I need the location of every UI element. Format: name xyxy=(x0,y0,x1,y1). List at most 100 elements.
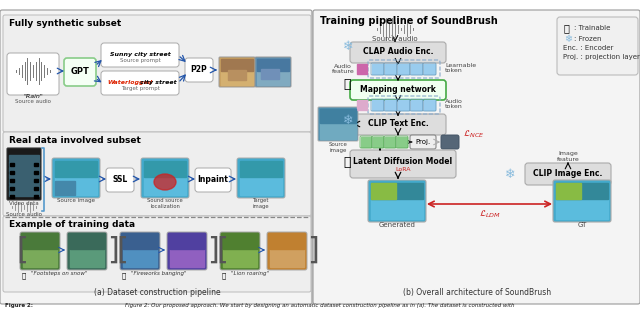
Bar xyxy=(361,137,371,147)
Bar xyxy=(257,59,289,71)
Bar xyxy=(320,109,356,123)
Bar xyxy=(123,235,157,249)
FancyBboxPatch shape xyxy=(106,168,134,192)
FancyBboxPatch shape xyxy=(553,180,611,222)
Text: Source audio: Source audio xyxy=(372,36,418,42)
FancyBboxPatch shape xyxy=(350,42,446,63)
Text: CLAP Audio Enc.: CLAP Audio Enc. xyxy=(363,48,433,56)
Bar xyxy=(261,69,279,79)
FancyBboxPatch shape xyxy=(0,10,312,304)
Text: Real data involved subset: Real data involved subset xyxy=(9,136,141,145)
Bar xyxy=(385,100,396,110)
FancyBboxPatch shape xyxy=(3,15,311,132)
Text: 🔈: 🔈 xyxy=(122,272,126,279)
Text: P2P: P2P xyxy=(191,65,207,75)
Text: Audio
token: Audio token xyxy=(445,99,463,110)
Bar xyxy=(10,163,13,166)
Text: [: [ xyxy=(16,236,28,265)
FancyBboxPatch shape xyxy=(318,107,358,141)
Bar xyxy=(9,173,39,178)
Bar xyxy=(9,155,39,160)
Ellipse shape xyxy=(154,174,176,190)
Bar xyxy=(556,183,581,199)
Text: GPT: GPT xyxy=(70,68,90,77)
FancyBboxPatch shape xyxy=(7,53,59,95)
Text: Video data: Video data xyxy=(9,201,39,206)
Text: Figure 2: Our proposed approach. We start by designing an automatic dataset cons: Figure 2: Our proposed approach. We star… xyxy=(125,303,515,308)
Bar xyxy=(270,235,304,249)
Bar xyxy=(240,161,282,177)
Text: Mapping network: Mapping network xyxy=(360,85,436,94)
Bar xyxy=(398,64,409,74)
Text: Proj.: Proj. xyxy=(415,139,431,145)
Bar xyxy=(240,177,282,195)
Text: CLIP Image Enc.: CLIP Image Enc. xyxy=(533,170,603,179)
FancyBboxPatch shape xyxy=(220,232,260,270)
Text: Target prompt: Target prompt xyxy=(120,86,159,91)
Bar xyxy=(170,235,204,249)
Text: Enc. : Encoder: Enc. : Encoder xyxy=(563,45,613,51)
FancyBboxPatch shape xyxy=(219,57,255,87)
Bar xyxy=(55,161,97,177)
Text: GT: GT xyxy=(577,222,587,228)
Text: 🔥: 🔥 xyxy=(343,78,351,90)
Bar xyxy=(9,167,39,172)
Bar xyxy=(70,249,104,267)
Text: ]: ] xyxy=(107,236,119,265)
Bar xyxy=(33,179,38,182)
Bar xyxy=(33,171,38,174)
Text: "Rain": "Rain" xyxy=(23,94,43,99)
Bar xyxy=(357,100,367,110)
Text: Source audio: Source audio xyxy=(6,212,42,217)
Text: (a) Dataset construction pipeline: (a) Dataset construction pipeline xyxy=(93,288,220,297)
Text: 🔥: 🔥 xyxy=(343,155,351,169)
FancyBboxPatch shape xyxy=(167,232,207,270)
FancyBboxPatch shape xyxy=(441,135,459,149)
FancyBboxPatch shape xyxy=(350,114,446,135)
Bar xyxy=(228,70,246,80)
Text: Learnable
token: Learnable token xyxy=(445,63,476,73)
FancyBboxPatch shape xyxy=(52,158,100,198)
Text: Sunny city street: Sunny city street xyxy=(109,52,170,57)
Bar xyxy=(221,59,253,71)
Bar xyxy=(10,195,13,198)
FancyBboxPatch shape xyxy=(237,158,285,198)
Text: LoRA: LoRA xyxy=(396,167,411,172)
FancyBboxPatch shape xyxy=(350,80,446,100)
Bar xyxy=(373,137,383,147)
Text: 🔈: 🔈 xyxy=(22,272,26,279)
FancyBboxPatch shape xyxy=(3,216,311,292)
Bar xyxy=(33,187,38,190)
FancyBboxPatch shape xyxy=(313,10,640,304)
Text: [: [ xyxy=(116,236,128,265)
Bar xyxy=(10,179,13,182)
FancyBboxPatch shape xyxy=(64,58,96,86)
Bar xyxy=(385,64,396,74)
Bar xyxy=(411,64,422,74)
Text: Training pipeline of SoundBrush: Training pipeline of SoundBrush xyxy=(320,16,498,26)
Bar xyxy=(123,249,157,267)
FancyBboxPatch shape xyxy=(101,71,179,95)
Bar xyxy=(10,187,13,190)
Text: ❄: ❄ xyxy=(343,114,353,126)
Bar xyxy=(9,161,39,166)
Bar xyxy=(411,100,422,110)
Text: $\mathcal{L}_{NCE}$: $\mathcal{L}_{NCE}$ xyxy=(463,128,484,140)
Text: : Frozen: : Frozen xyxy=(574,36,602,42)
Bar xyxy=(372,100,383,110)
Text: [: [ xyxy=(216,236,228,265)
Bar xyxy=(424,100,435,110)
Text: Source image: Source image xyxy=(57,198,95,203)
Bar xyxy=(23,235,57,249)
Text: Proj. : projection layer: Proj. : projection layer xyxy=(563,54,640,60)
Bar xyxy=(144,161,186,177)
Bar xyxy=(371,199,423,219)
Text: Target
image: Target image xyxy=(253,198,269,209)
FancyBboxPatch shape xyxy=(67,232,107,270)
Bar xyxy=(424,64,435,74)
Text: Source audio: Source audio xyxy=(15,99,51,104)
FancyBboxPatch shape xyxy=(20,232,60,270)
Bar xyxy=(397,137,407,147)
FancyBboxPatch shape xyxy=(185,58,213,82)
Text: (b) Overall architecture of SoundBrush: (b) Overall architecture of SoundBrush xyxy=(403,288,551,297)
